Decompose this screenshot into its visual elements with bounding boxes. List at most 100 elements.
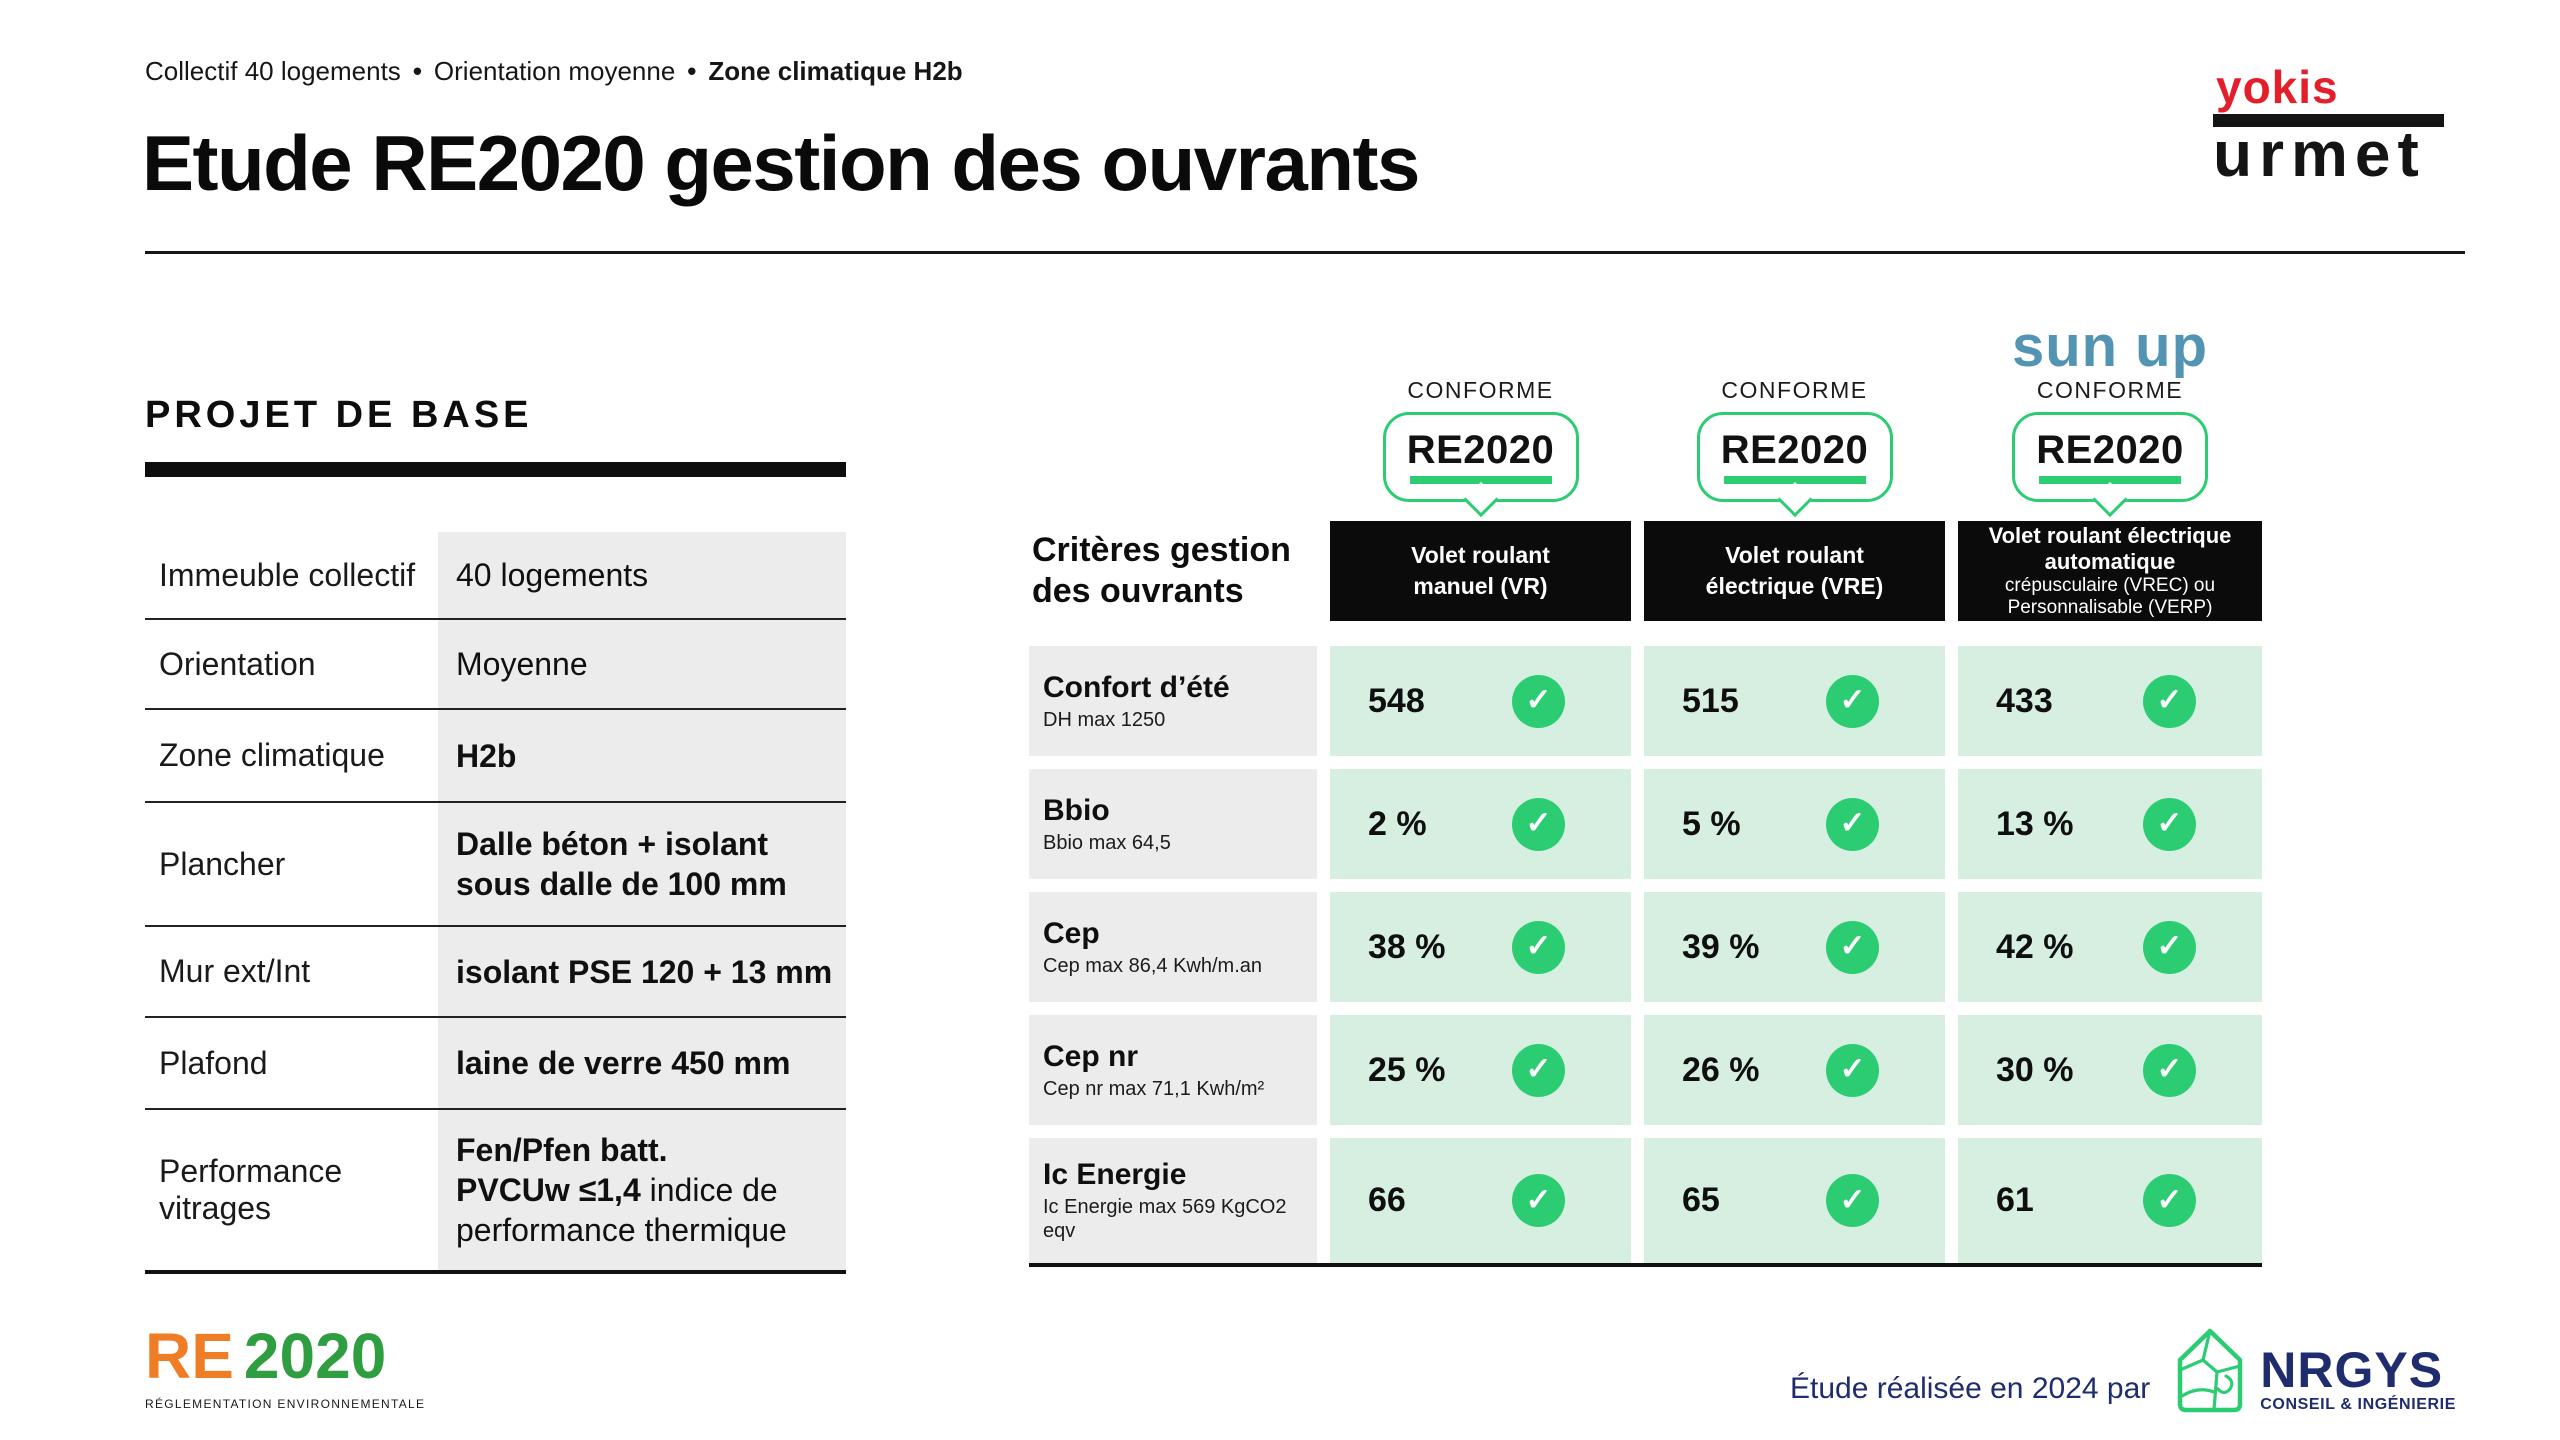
- check-icon: ✓: [1512, 1043, 1565, 1097]
- conforme-label: CONFORME: [2036, 377, 2184, 403]
- re2020-badge-underline: [1723, 476, 1866, 484]
- row-value: H2b: [438, 710, 846, 801]
- speech-bubble-tail: [1462, 481, 1499, 518]
- badge-group-vre: CONFORME RE2020: [1644, 377, 1945, 518]
- check-icon: ✓: [1826, 674, 1879, 728]
- value-number: 25 %: [1368, 1050, 1446, 1089]
- value-cell: 25 % ✓: [1330, 1015, 1631, 1125]
- speech-bubble-tail: [1776, 481, 1813, 518]
- row-label: Performance vitrages: [159, 1153, 343, 1226]
- table-row: Plafond laine de verre 450 mm: [145, 1016, 846, 1108]
- column-header-line: automatique: [2044, 548, 2176, 574]
- criteria-name: Bbio: [1043, 793, 1110, 827]
- column-header-line: manuel (VR): [1413, 573, 1548, 599]
- re2020-footer-logo: RE 2020 RÉGLEMENTATION ENVIRONNEMENTALE: [145, 1324, 425, 1411]
- column-header-vre: Volet roulant électrique (VRE): [1644, 521, 1945, 621]
- criteria-heading-line: Critères gestion: [1032, 531, 1291, 570]
- criteria-threshold: Cep nr max 71,1 Kwh/m²: [1043, 1077, 1265, 1100]
- column-header-line: électrique (VRE): [1705, 573, 1884, 599]
- base-project-heading-bar: [145, 462, 846, 477]
- row-value: Fen/Pfen batt. PVCUw ≤1,4 indice de perf…: [438, 1110, 846, 1270]
- nrgys-caption: CONSEIL & INGÉNIERIE: [2260, 1396, 2456, 1413]
- check-icon: ✓: [1512, 674, 1565, 728]
- criteria-threshold: Cep max 86,4 Kwh/m.an: [1043, 954, 1262, 977]
- row-value: Moyenne: [438, 620, 846, 708]
- title-divider: [145, 251, 2465, 254]
- value-cell: 26 % ✓: [1644, 1015, 1945, 1125]
- re2020-badge: RE2020: [1382, 412, 1579, 518]
- value-number: 65: [1682, 1181, 1720, 1219]
- table-row: Immeuble collectif 40 logements: [145, 532, 846, 618]
- check-icon: ✓: [2143, 797, 2196, 851]
- re2020-badge-underline: [2039, 476, 2181, 484]
- value-cell: 61 ✓: [1958, 1138, 2262, 1263]
- value-cell: 38 % ✓: [1330, 892, 1631, 1002]
- table-row: Zone climatique H2b: [145, 708, 846, 801]
- check-icon: ✓: [2143, 1043, 2196, 1097]
- speech-bubble-tail: [2092, 481, 2128, 518]
- page-title: Etude RE2020 gestion des ouvrants: [142, 119, 1420, 207]
- conforme-label: CONFORME: [1721, 377, 1868, 403]
- row-value: 40 logements: [438, 532, 846, 618]
- re2020-badge: RE2020: [1696, 412, 1893, 518]
- value-number: 13 %: [1996, 804, 2074, 843]
- value-cell: 66 ✓: [1330, 1138, 1631, 1263]
- re2020-badge-underline: [1409, 476, 1552, 484]
- urmet-logo: urmet: [2213, 118, 2426, 190]
- row-value: isolant PSE 120 + 13 mm: [438, 927, 846, 1016]
- sunup-logo: sun up: [2011, 314, 2209, 379]
- value-cell: 2 % ✓: [1330, 769, 1631, 879]
- row-value-bold: PVCUw ≤1,4: [456, 1172, 641, 1208]
- breadcrumb: Collectif 40 logements • Orientation moyen…: [145, 56, 963, 87]
- row-label: Orientation: [159, 645, 316, 682]
- column-header-subline: Personnalisable (VERP): [2007, 596, 2213, 618]
- re2020-logo-year: 2020: [243, 1320, 387, 1392]
- check-icon: ✓: [1826, 1174, 1879, 1227]
- row-label: Plafond: [159, 1044, 268, 1081]
- value-cell: 65 ✓: [1644, 1138, 1945, 1263]
- value-number: 61: [1996, 1181, 2034, 1219]
- re2020-badge-text: RE2020: [1720, 428, 1869, 472]
- check-icon: ✓: [2143, 1174, 2196, 1227]
- value-number: 39 %: [1682, 927, 1760, 966]
- check-icon: ✓: [2143, 920, 2196, 974]
- badge-group-vr: CONFORME RE2020: [1330, 377, 1631, 518]
- re2020-badge: RE2020: [2012, 412, 2208, 518]
- criteria-threshold: DH max 1250: [1043, 708, 1166, 731]
- check-icon: ✓: [1826, 797, 1879, 851]
- value-cell: 39 % ✓: [1644, 892, 1945, 1002]
- value-cell: 5 % ✓: [1644, 769, 1945, 879]
- breadcrumb-item: Orientation moyenne: [433, 56, 676, 86]
- breadcrumb-separator: •: [412, 56, 422, 86]
- re2020-badge-text: RE2020: [1406, 428, 1555, 472]
- value-number: 42 %: [1996, 927, 2074, 966]
- row-value-bold: Fen/Pfen batt.: [456, 1132, 668, 1168]
- check-icon: ✓: [1512, 1174, 1565, 1227]
- row-value-regular: indice de performance thermique: [456, 1172, 787, 1248]
- table-row: Performance vitrages Fen/Pfen batt. PVCU…: [145, 1108, 846, 1270]
- value-number: 433: [1996, 681, 2053, 720]
- criteria-name: Ic Energie: [1043, 1158, 1187, 1191]
- conforme-label: CONFORME: [1407, 377, 1554, 403]
- value-number: 515: [1682, 681, 1739, 720]
- conformity-badges: CONFORME RE2020 CONFORME RE2020 sun up C…: [1029, 298, 2262, 518]
- value-number: 38 %: [1368, 927, 1446, 966]
- column-header-line: Volet roulant: [1725, 541, 1864, 568]
- criteria-heading-line: des ouvrants: [1032, 572, 1244, 610]
- table-row: Plancher Dalle béton + isolant sous dall…: [145, 801, 846, 925]
- value-cell: 433 ✓: [1958, 646, 2262, 756]
- row-label: Mur ext/Int: [159, 953, 311, 990]
- criteria-threshold: Ic Energie max 569 KgCO2 eqv: [1043, 1196, 1287, 1242]
- badge-group-sunup: sun up CONFORME RE2020: [1958, 318, 2262, 518]
- nrgys-logo: NRGYS CONSEIL & INGÉNIERIE: [2170, 1326, 2456, 1414]
- value-number: 26 %: [1682, 1050, 1760, 1089]
- value-cell: 515 ✓: [1644, 646, 1945, 756]
- yokis-logo: yokis: [2216, 61, 2339, 113]
- criteria-row-label: Ic Energie Ic Energie max 569 KgCO2 eqv: [1029, 1138, 1317, 1263]
- check-icon: ✓: [1826, 920, 1879, 974]
- row-label: Immeuble collectif: [159, 556, 416, 593]
- value-cell: 13 % ✓: [1958, 769, 2262, 879]
- criteria-row-label: Cep Cep max 86,4 Kwh/m.an: [1029, 892, 1317, 1002]
- value-number: 5 %: [1682, 804, 1741, 843]
